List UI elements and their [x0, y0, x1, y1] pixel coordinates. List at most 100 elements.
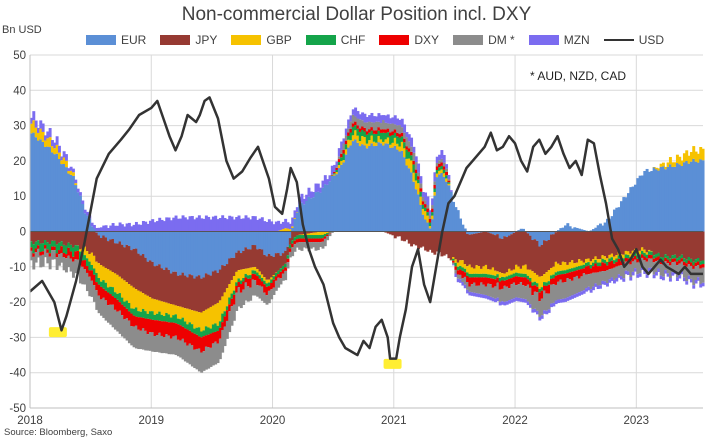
bar-segment-gbp	[363, 137, 367, 146]
bar-segment-gbp	[372, 141, 376, 147]
bar-segment-mzn	[531, 309, 535, 313]
bar-segment-mzn	[90, 222, 94, 227]
bar-segment-eur	[589, 230, 593, 232]
bar-segment-chf	[160, 314, 164, 322]
bar-segment-chf	[694, 259, 698, 263]
bar-segment-dxy	[258, 278, 262, 286]
bar-segment-dxy	[57, 250, 61, 255]
bar-segment-chf	[564, 270, 567, 274]
bar-segment-gbp	[615, 254, 619, 259]
bar-segment-dm	[337, 156, 341, 160]
bar-segment-mzn	[533, 308, 537, 313]
bar-segment-dxy	[426, 208, 430, 213]
bar-segment-dm	[587, 274, 591, 287]
bar-segment-dm	[186, 345, 190, 363]
bar-segment-gbp	[668, 157, 672, 165]
bar-segment-dm	[253, 280, 257, 296]
bar-segment-gbp	[568, 262, 572, 269]
bar-segment-jpy	[484, 231, 488, 265]
bar-segment-gbp	[125, 282, 129, 301]
bar-segment-jpy	[118, 241, 122, 277]
bar-segment-dm	[601, 271, 605, 281]
bar-segment-dxy	[293, 240, 297, 245]
bar-segment-eur	[53, 154, 57, 232]
bar-segment-eur	[452, 201, 456, 232]
bar-segment-dm	[137, 329, 141, 350]
bar-segment-chf	[127, 303, 131, 312]
bar-segment-dm	[130, 326, 134, 346]
bar-segment-dxy	[237, 282, 241, 288]
bar-segment-gbp	[291, 226, 295, 228]
bar-segment-dm	[524, 286, 528, 300]
bar-segment-jpy	[647, 231, 651, 250]
bar-segment-eur	[321, 187, 325, 232]
bar-segment-dxy	[617, 258, 621, 266]
bar-segment-eur	[246, 231, 250, 250]
bar-segment-eur	[316, 191, 320, 232]
bar-segment-jpy	[274, 253, 278, 273]
bar-segment-mzn	[204, 215, 208, 232]
bar-segment-dxy	[526, 279, 530, 285]
bar-segment-dxy	[43, 245, 47, 249]
bar-segment-dxy	[242, 281, 246, 290]
bar-segment-dxy	[263, 284, 267, 293]
bar-segment-gbp	[596, 259, 600, 263]
bar-segment-gbp	[193, 310, 197, 329]
bar-segment-gbp	[598, 259, 602, 263]
bar-segment-mzn	[333, 164, 337, 172]
bar-segment-dxy	[144, 318, 148, 331]
bar-segment-chf	[239, 280, 243, 285]
bar-segment-dxy	[335, 167, 339, 170]
bar-segment-dxy	[134, 316, 138, 326]
bar-segment-mzn	[172, 217, 176, 232]
bar-segment-dm	[242, 289, 246, 305]
bar-segment-dxy	[445, 171, 449, 176]
bar-segment-gbp	[654, 167, 658, 170]
bar-segment-chf	[545, 282, 549, 286]
bar-segment-dxy	[358, 128, 362, 132]
bar-segment-gbp	[354, 130, 358, 140]
bar-segment-jpy	[137, 253, 141, 291]
bar-segment-chf	[454, 262, 458, 267]
bar-segment-eur	[428, 228, 432, 232]
bar-segment-jpy	[81, 231, 85, 249]
bar-segment-chf	[585, 262, 588, 267]
bar-segment-mzn	[585, 288, 588, 292]
bar-segment-dm	[305, 242, 309, 249]
bar-segment-dxy	[71, 256, 75, 262]
bar-segment-chf	[473, 273, 477, 278]
bar-segment-jpy	[445, 231, 449, 255]
bar-segment-dxy	[487, 277, 490, 284]
bar-segment-eur	[477, 231, 481, 233]
bar-segment-gbp	[67, 170, 71, 174]
bar-segment-mzn	[701, 282, 705, 287]
bar-segment-dm	[116, 311, 120, 332]
bar-segment-gbp	[244, 268, 248, 274]
bar-segment-eur	[412, 181, 416, 232]
bar-segment-jpy	[50, 231, 54, 241]
bar-segment-mzn	[99, 227, 103, 232]
bar-segment-chf	[389, 135, 393, 145]
bar-segment-mzn	[540, 315, 544, 319]
y-tick-label: -40	[9, 368, 26, 380]
bar-segment-dxy	[272, 279, 276, 288]
bar-segment-jpy	[256, 249, 260, 269]
bar-segment-mzn	[598, 285, 602, 289]
bar-segment-jpy	[598, 231, 602, 260]
bar-segment-gbp	[64, 160, 68, 168]
bar-segment-dm	[659, 264, 663, 276]
bar-segment-chf	[188, 322, 192, 331]
bar-segment-dm	[605, 270, 609, 284]
bar-segment-mzn	[207, 216, 211, 232]
bar-segment-chf	[312, 235, 316, 239]
bar-segment-mzn	[232, 219, 236, 232]
bar-segment-gbp	[645, 252, 649, 255]
bar-segment-chf	[405, 149, 409, 159]
bar-segment-gbp	[204, 309, 208, 327]
bar-segment-jpy	[197, 275, 201, 313]
bar-segment-gbp	[253, 266, 257, 271]
bar-segment-dxy	[573, 271, 577, 277]
bar-segment-gbp	[417, 183, 421, 195]
bar-segment-dxy	[571, 271, 574, 281]
bar-segment-mzn	[522, 298, 525, 303]
